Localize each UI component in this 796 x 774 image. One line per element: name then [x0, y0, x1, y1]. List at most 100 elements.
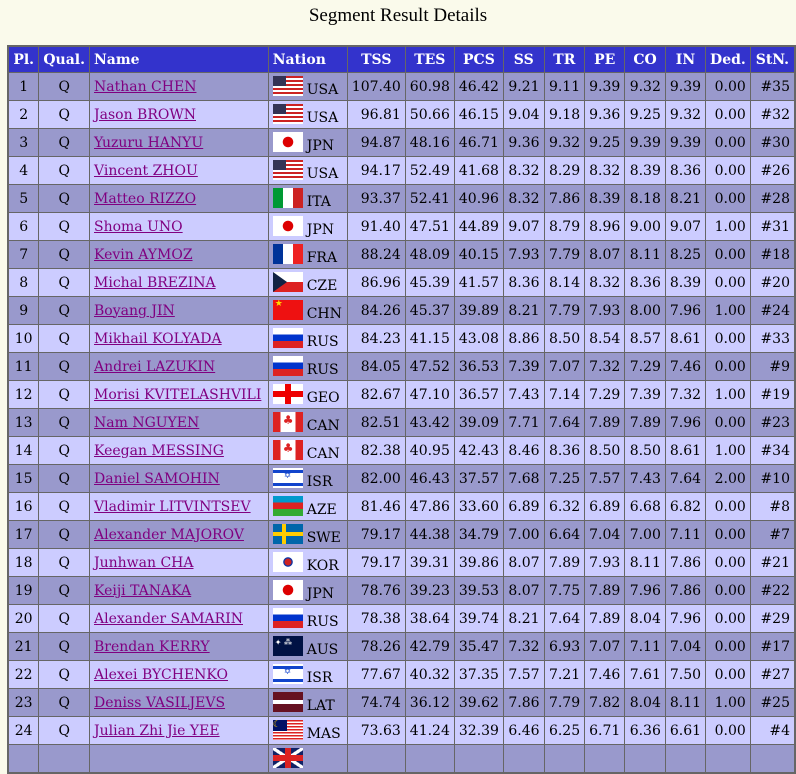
table-row: 5 Q Matteo RIZZO ITA 93.37 52.41 40.96 8.32 7.86…: [7, 184, 796, 213]
skater-link[interactable]: Morisi KVITELASHVILI: [94, 386, 262, 403]
cell-co: 8.11: [624, 240, 666, 269]
cell-stn: #23: [749, 408, 796, 437]
skater-link[interactable]: Matteo RIZZO: [94, 190, 197, 207]
skater-link[interactable]: Alexander SAMARIN: [94, 610, 243, 627]
cell-nation: SWE: [267, 520, 348, 549]
cell-qual: Q: [38, 184, 90, 213]
cell-tr: 7.86: [543, 184, 586, 213]
cell-ded: 0.00: [705, 324, 751, 353]
column-header: SS: [502, 45, 545, 73]
cell-pl: 13: [7, 408, 40, 437]
cell-co: 7.89: [624, 408, 666, 437]
cell-tes: 47.10: [404, 380, 455, 409]
skater-link[interactable]: Brendan KERRY: [94, 638, 210, 655]
cell-qual: Q: [38, 660, 90, 689]
cell-co: 9.25: [624, 100, 666, 129]
cell-in: 9.32: [664, 100, 707, 129]
cell-pe: 8.54: [584, 324, 626, 353]
cell-ded: 0.00: [705, 100, 751, 129]
cell-ss: 7.32: [502, 632, 545, 661]
cell-pe: 6.89: [584, 492, 626, 521]
cell-stn: #10: [749, 464, 796, 493]
skater-link[interactable]: Deniss VASILJEVS: [94, 694, 226, 711]
flag-isr-icon: [272, 663, 303, 684]
cell-name: Nathan CHEN: [89, 72, 269, 101]
cell-ss: 7.57: [502, 660, 545, 689]
column-header: StN.: [749, 45, 796, 73]
cell-qual: Q: [38, 576, 90, 605]
cell-qual: Q: [38, 212, 90, 241]
cell-qual: Q: [38, 408, 90, 437]
cell-pe: 7.04: [584, 520, 626, 549]
cell-pe: 8.96: [584, 212, 626, 241]
nation-code: FRA: [306, 249, 338, 266]
cell-nation: GEO: [267, 380, 348, 409]
cell-ded: 1.00: [705, 296, 751, 325]
cell-in: 8.39: [664, 268, 707, 297]
table-row: 11 Q Andrei LAZUKIN RUS 84.05 47.52 36.53 7.39 7…: [7, 352, 796, 381]
cell-tes: 48.16: [404, 128, 455, 157]
skater-link[interactable]: Junhwan CHA: [94, 554, 194, 571]
skater-link[interactable]: Daniel SAMOHIN: [94, 470, 220, 487]
cell-co: 7.96: [624, 576, 666, 605]
cell-name: Julian Zhi Jie YEE: [89, 716, 269, 745]
cell-name: Alexei BYCHENKO: [89, 660, 269, 689]
skater-link[interactable]: Shoma UNO: [94, 218, 183, 235]
table-row: 23 Q Deniss VASILJEVS LAT 74.74 36.12 39.62 7.8…: [7, 688, 796, 717]
cell-tss: 93.37: [346, 184, 406, 213]
cell-nation: KOR: [267, 548, 348, 577]
skater-link[interactable]: Michal BREZINA: [94, 274, 216, 291]
cell-qual: Q: [38, 72, 90, 101]
table-row: 2 Q Jason BROWN USA 96.81 50.66 46.15 9.04 9.18 9…: [7, 100, 796, 129]
cell-ss: 9.21: [502, 72, 545, 101]
skater-link[interactable]: Julian Zhi Jie YEE: [94, 722, 220, 739]
cell-tes: 47.86: [404, 492, 455, 521]
cell-qual: Q: [38, 520, 90, 549]
skater-link[interactable]: Boyang JIN: [94, 302, 175, 319]
results-table: Pl. Qual. Name Nation TSS TES PCS SS TR PE CO IN Ded…: [7, 45, 796, 774]
skater-link[interactable]: Alexander MAJOROV: [94, 526, 244, 543]
cell-in: 8.25: [664, 240, 707, 269]
table-row: 19 Q Keiji TANAKA JPN 78.76 39.23 39.53 8.07 7.7…: [7, 576, 796, 605]
cell-ss: 9.07: [502, 212, 545, 241]
cell-stn: #25: [749, 688, 796, 717]
cell-name: Morisi KVITELASHVILI: [89, 380, 269, 409]
skater-link[interactable]: Vladimir LITVINTSEV: [94, 498, 251, 515]
nation-code: ITA: [306, 193, 331, 210]
cell-ss: 7.00: [502, 520, 545, 549]
skater-link[interactable]: Andrei LAZUKIN: [94, 358, 216, 375]
skater-link[interactable]: Keiji TANAKA: [94, 582, 192, 599]
cell-tr: 7.89: [543, 548, 586, 577]
table-row: 20 Q Alexander SAMARIN RUS 78.38 38.64 39.74 8.…: [7, 604, 796, 633]
skater-link[interactable]: Jason BROWN: [94, 106, 196, 123]
skater-link[interactable]: Vincent ZHOU: [94, 162, 198, 179]
cell-tr: 7.79: [543, 296, 586, 325]
skater-link[interactable]: Alexei BYCHENKO: [94, 666, 228, 683]
cell-ded: 2.00: [705, 464, 751, 493]
cell-tr: 7.07: [543, 352, 586, 381]
skater-link[interactable]: Mikhail KOLYADA: [94, 330, 222, 347]
cell-pl: 19: [7, 576, 40, 605]
flag-kor-icon: [272, 551, 303, 572]
cell-tss: 82.38: [346, 436, 406, 465]
skater-link[interactable]: Yuzuru HANYU: [94, 134, 204, 151]
cell-tr: 8.14: [543, 268, 586, 297]
cell-tes: 39.31: [404, 548, 455, 577]
cell-in: 6.82: [664, 492, 707, 521]
cell-tes: 50.66: [404, 100, 455, 129]
cell-pcs: 46.42: [453, 72, 504, 101]
cell-tes: 47.52: [404, 352, 455, 381]
flag-usa-icon: [272, 159, 303, 180]
flag-geo-icon: [272, 383, 303, 404]
cell-pcs: 39.86: [453, 548, 504, 577]
skater-link[interactable]: Keegan MESSING: [94, 442, 224, 459]
cell-tes: 44.38: [404, 520, 455, 549]
skater-link[interactable]: Nam NGUYEN: [94, 414, 200, 431]
skater-link[interactable]: Kevin AYMOZ: [94, 246, 193, 263]
column-header: TR: [543, 45, 586, 73]
nation-code: MAS: [306, 725, 341, 742]
cell-tss: 84.05: [346, 352, 406, 381]
cell-tr: 9.11: [543, 72, 586, 101]
skater-link[interactable]: Nathan CHEN: [94, 78, 197, 95]
